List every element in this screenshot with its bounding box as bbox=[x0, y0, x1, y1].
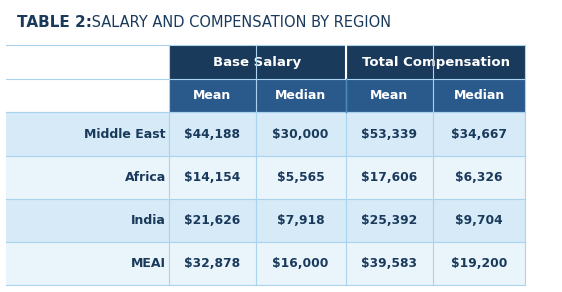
Text: TABLE 2:: TABLE 2: bbox=[17, 15, 92, 30]
Text: Middle East: Middle East bbox=[84, 128, 166, 140]
Text: $21,626: $21,626 bbox=[184, 214, 241, 227]
Text: $9,704: $9,704 bbox=[455, 214, 503, 227]
Text: $44,188: $44,188 bbox=[184, 128, 240, 140]
Text: $17,606: $17,606 bbox=[361, 171, 418, 184]
Text: Base Salary: Base Salary bbox=[213, 55, 301, 69]
Text: India: India bbox=[131, 214, 166, 227]
Text: $6,326: $6,326 bbox=[455, 171, 503, 184]
Text: $7,918: $7,918 bbox=[277, 214, 324, 227]
Text: Median: Median bbox=[454, 89, 505, 102]
Text: $19,200: $19,200 bbox=[451, 257, 507, 270]
Text: Mean: Mean bbox=[193, 89, 232, 102]
Text: Median: Median bbox=[275, 89, 327, 102]
Text: SALARY AND COMPENSATION BY REGION: SALARY AND COMPENSATION BY REGION bbox=[87, 15, 391, 30]
Text: $25,392: $25,392 bbox=[361, 214, 418, 227]
Text: $14,154: $14,154 bbox=[184, 171, 241, 184]
Text: Africa: Africa bbox=[125, 171, 166, 184]
Text: $16,000: $16,000 bbox=[273, 257, 329, 270]
Text: $39,583: $39,583 bbox=[361, 257, 417, 270]
Text: Total Compensation: Total Compensation bbox=[361, 55, 510, 69]
Text: $32,878: $32,878 bbox=[184, 257, 240, 270]
Text: Mean: Mean bbox=[370, 89, 409, 102]
Text: $53,339: $53,339 bbox=[361, 128, 417, 140]
Text: $34,667: $34,667 bbox=[451, 128, 507, 140]
Text: $30,000: $30,000 bbox=[273, 128, 329, 140]
Text: $5,565: $5,565 bbox=[277, 171, 324, 184]
Text: MEAI: MEAI bbox=[131, 257, 166, 270]
